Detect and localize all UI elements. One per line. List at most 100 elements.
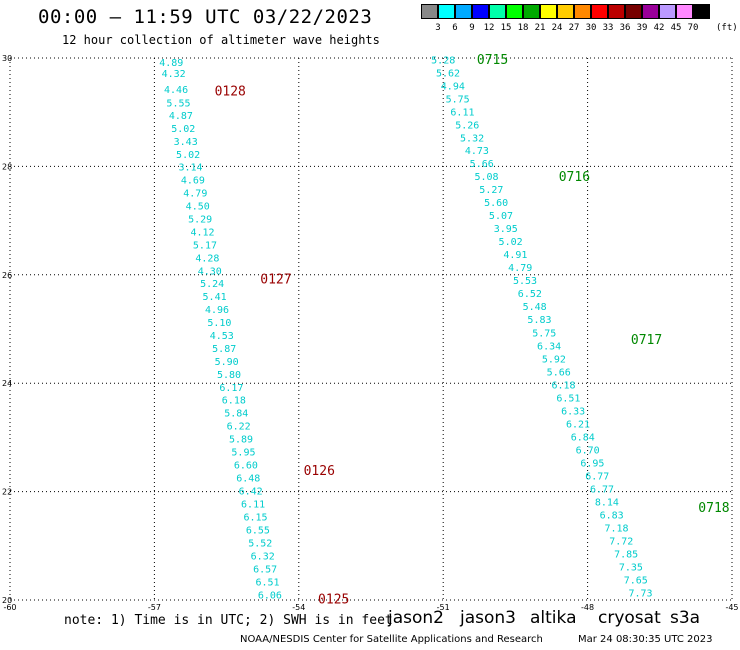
data-point: 5.28	[431, 56, 455, 67]
y-tick-label: 20	[2, 596, 12, 605]
satellite-jason2: jason2	[388, 608, 444, 628]
data-point: 6.17	[219, 383, 243, 394]
data-point: 6.33	[561, 406, 585, 417]
legend-label: 12	[483, 23, 495, 33]
data-point: 6.77	[590, 484, 614, 495]
legend-label: 30	[585, 23, 597, 33]
x-tick-label: -51	[437, 603, 450, 612]
track-label: 0128	[215, 85, 246, 100]
data-point: 7.72	[609, 536, 633, 547]
data-point: 5.92	[542, 354, 566, 365]
legend-swatch	[540, 4, 557, 19]
track-label: 0127	[260, 273, 291, 288]
data-point: 6.83	[600, 510, 624, 521]
data-point: 5.07	[489, 211, 513, 222]
data-point: 5.83	[527, 315, 551, 326]
legend-label: 39	[636, 23, 648, 33]
data-point: 4.79	[183, 188, 207, 199]
legend-label: 21	[534, 23, 546, 33]
data-point: 5.17	[193, 240, 217, 251]
data-point: 6.42	[239, 487, 263, 498]
data-point: 4.79	[508, 263, 532, 274]
data-point: 7.35	[619, 562, 643, 573]
track-label: 0718	[698, 501, 729, 516]
data-point: 4.46	[164, 85, 188, 96]
data-point: 5.48	[523, 302, 547, 313]
track-label: 0715	[477, 53, 508, 68]
legend-swatch	[506, 4, 523, 19]
data-point: 4.28	[195, 253, 219, 264]
data-point: 5.87	[212, 344, 236, 355]
legend-label: 15	[500, 23, 512, 33]
data-point: 7.65	[624, 575, 648, 586]
data-point: 6.70	[576, 445, 600, 456]
satellite-s3a: s3a	[670, 608, 701, 628]
legend-swatch	[659, 4, 676, 19]
track-label: 0717	[631, 333, 662, 348]
data-point: 5.84	[224, 408, 248, 419]
data-point: 5.80	[217, 370, 241, 381]
data-point: 5.55	[166, 98, 190, 109]
data-point: 6.22	[227, 421, 251, 432]
x-tick-label: -60	[3, 603, 16, 612]
data-point: 4.94	[441, 82, 465, 93]
data-point: 6.21	[566, 419, 590, 430]
y-tick-label: 22	[2, 488, 12, 497]
data-point: 5.52	[248, 539, 272, 550]
data-point: 4.30	[198, 266, 222, 277]
legend-swatch	[693, 4, 710, 19]
data-point: 6.52	[518, 289, 542, 300]
data-point: 6.77	[585, 471, 609, 482]
data-point: 6.51	[255, 578, 279, 589]
data-point: 5.29	[188, 214, 212, 225]
legend-label: 9	[469, 23, 475, 33]
data-point: 4.96	[205, 305, 229, 316]
track-label: 0126	[304, 464, 335, 479]
data-point: 4.73	[465, 146, 489, 157]
x-tick-label: -48	[581, 603, 594, 612]
data-point: 5.41	[203, 292, 227, 303]
data-point: 6.11	[450, 108, 474, 119]
data-point: 5.27	[479, 185, 503, 196]
legend-swatch	[472, 4, 489, 19]
data-point: 6.06	[258, 591, 282, 602]
data-point: 4.89	[159, 58, 183, 69]
legend-label: 3	[435, 23, 441, 33]
data-point: 5.75	[446, 95, 470, 106]
legend-label: 24	[551, 23, 563, 33]
legend-swatch	[438, 4, 455, 19]
track-label: 0716	[559, 170, 590, 185]
data-point: 3.43	[174, 137, 198, 148]
x-tick-label: -57	[148, 603, 161, 612]
data-point: 6.84	[571, 432, 595, 443]
data-point: 5.26	[455, 121, 479, 132]
data-point: 4.91	[503, 250, 527, 261]
legend-swatch	[591, 4, 608, 19]
data-point: 8.14	[595, 497, 619, 508]
data-point: 3.14	[178, 162, 202, 173]
data-point: 6.18	[222, 395, 246, 406]
data-point: 6.51	[556, 393, 580, 404]
y-tick-label: 28	[2, 162, 12, 171]
data-point: 4.69	[181, 175, 205, 186]
footer-credit: NOAA/NESDIS Center for Satellite Applica…	[240, 634, 543, 645]
legend-swatch	[608, 4, 625, 19]
x-tick-label: -45	[725, 603, 738, 612]
y-tick-label: 24	[2, 379, 12, 388]
data-point: 7.18	[604, 523, 628, 534]
data-point: 6.18	[552, 380, 576, 391]
satellite-cryosat: cryosat	[598, 608, 661, 628]
data-point: 5.24	[200, 279, 224, 290]
data-point: 7.73	[629, 588, 653, 599]
data-point: 5.60	[484, 198, 508, 209]
data-point: 5.95	[231, 447, 255, 458]
legend-label: 6	[452, 23, 458, 33]
satellite-altika: altika	[530, 608, 577, 628]
chart-subtitle: 12 hour collection of altimeter wave hei…	[62, 33, 380, 47]
data-point: 5.89	[229, 434, 253, 445]
note-text: note: 1) Time is in UTC; 2) SWH is in fe…	[64, 613, 393, 628]
legend-swatch	[421, 4, 438, 19]
data-point: 5.62	[436, 69, 460, 80]
legend-swatch	[557, 4, 574, 19]
chart-title: 00:00 – 11:59 UTC 03/22/2023	[38, 6, 373, 28]
